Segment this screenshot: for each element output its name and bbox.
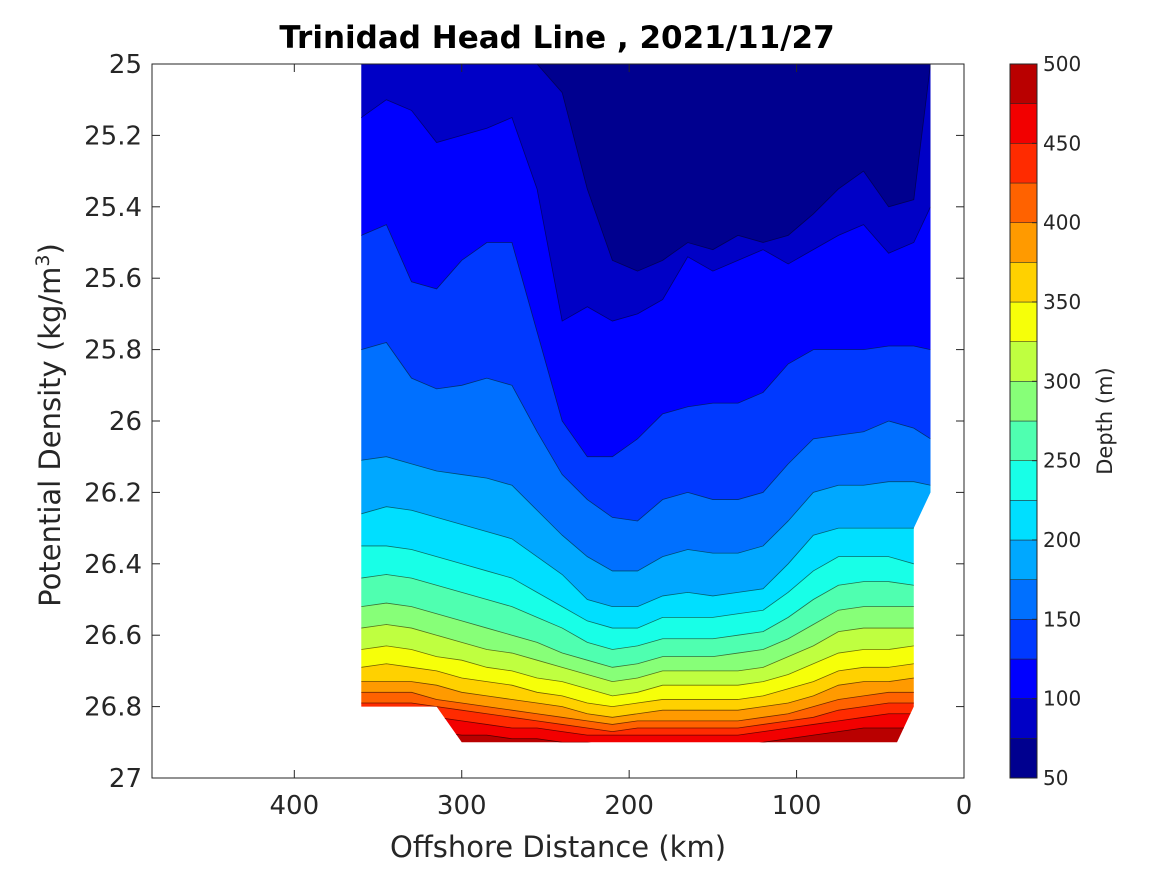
y-tick-label: 26: [109, 407, 142, 437]
colorbar-frame: [1009, 63, 1038, 779]
contour-line-225: [361, 545, 931, 629]
colorbar-segment: [1009, 619, 1038, 660]
colorbar-segment: [1009, 222, 1038, 263]
colorbar-segment: [1009, 341, 1038, 382]
x-axis-label: Offshore Distance (km): [390, 830, 726, 864]
colorbar-segment: [1009, 460, 1038, 501]
plot-area: [151, 63, 965, 779]
colorbar-tick-label: 200: [1043, 528, 1081, 552]
contour-fills: [361, 64, 931, 743]
colorbar-segment: [1009, 262, 1038, 303]
contour-line-375: [361, 677, 931, 718]
y-tick-label: 25.4: [84, 193, 142, 223]
contour-line-75: [361, 64, 931, 272]
x-tick-label: 200: [604, 791, 654, 821]
y-axis-label-close: ): [33, 243, 67, 254]
contour-line-425: [361, 702, 931, 732]
colorbar-tick-label: 50: [1043, 766, 1068, 790]
colorbar-segment: [1009, 182, 1038, 223]
x-tick-labels: 400 300 200 100 0: [269, 791, 972, 821]
x-tick-label: 300: [437, 791, 487, 821]
colorbar-tick-label: 500: [1043, 52, 1081, 76]
colorbar-segment: [1009, 63, 1038, 104]
axis-ticks: [152, 63, 965, 779]
y-axis-label: Potential Density (kg/m3): [32, 243, 67, 607]
contour-line-400: [361, 691, 931, 725]
colorbar-segment: [1009, 579, 1038, 620]
colorbar-segment: [1009, 500, 1038, 541]
y-tick-label: 26.2: [84, 478, 142, 508]
colorbar-tick-label: 250: [1043, 449, 1081, 473]
y-tick-labels: 25 25.2 25.4 25.6 25.8 26 26.2 26.4 26.6 26.8 27: [84, 50, 142, 794]
contour-line-300: [361, 624, 931, 683]
colorbar-tick-label: 100: [1043, 687, 1081, 711]
y-tick-label: 25: [109, 50, 142, 80]
contour-line-100: [361, 99, 931, 322]
colorbar-segment: [1009, 301, 1038, 342]
y-axis-label-superscript: 3: [32, 254, 54, 266]
x-tick-label: 400: [269, 791, 319, 821]
y-tick-label: 25.6: [84, 264, 142, 294]
colorbar-segment: [1009, 103, 1038, 144]
contour-line-350: [361, 663, 931, 708]
x-tick-label: 100: [772, 791, 822, 821]
contour-line-200: [361, 506, 931, 608]
contour-line-275: [361, 602, 931, 668]
colorbar-segment: [1009, 381, 1038, 422]
y-axis-label-main: Potential Density (kg/m: [33, 267, 67, 607]
colorbar-segment: [1009, 658, 1038, 699]
contour-line-325: [361, 645, 931, 697]
colorbar: 50 100 150 200 250 300 350 400 450 500: [1009, 52, 1081, 790]
contour-line-250: [361, 574, 931, 650]
y-tick-label: 26.4: [84, 550, 142, 580]
chart-title: Trinidad Head Line , 2021/11/27: [279, 20, 834, 56]
y-tick-label: 25.8: [84, 336, 142, 366]
contour-line-475: [361, 727, 931, 743]
y-tick-label: 25.2: [84, 121, 142, 151]
contour-line-150: [361, 341, 931, 522]
y-tick-label: 26.6: [84, 621, 142, 651]
colorbar-tick-label: 350: [1043, 290, 1081, 314]
y-tick-label: 27: [109, 764, 142, 794]
colorbar-segment: [1009, 420, 1038, 461]
contour-line-450: [361, 713, 931, 736]
y-tick-label: 26.8: [84, 693, 142, 723]
contour-line-175: [361, 456, 931, 572]
contour-line-125: [361, 224, 931, 458]
colorbar-label: Depth (m): [1093, 367, 1117, 474]
colorbar-segment: [1009, 539, 1038, 580]
colorbar-tick-label: 150: [1043, 607, 1081, 631]
x-tick-label: 0: [956, 791, 973, 821]
colorbar-segment: [1009, 698, 1038, 739]
colorbar-segment: [1009, 738, 1038, 779]
colorbar-tick-label: 450: [1043, 131, 1081, 155]
colorbar-tick-label: 400: [1043, 211, 1081, 235]
colorbar-segment: [1009, 143, 1038, 184]
colorbar-tick-label: 300: [1043, 369, 1081, 393]
